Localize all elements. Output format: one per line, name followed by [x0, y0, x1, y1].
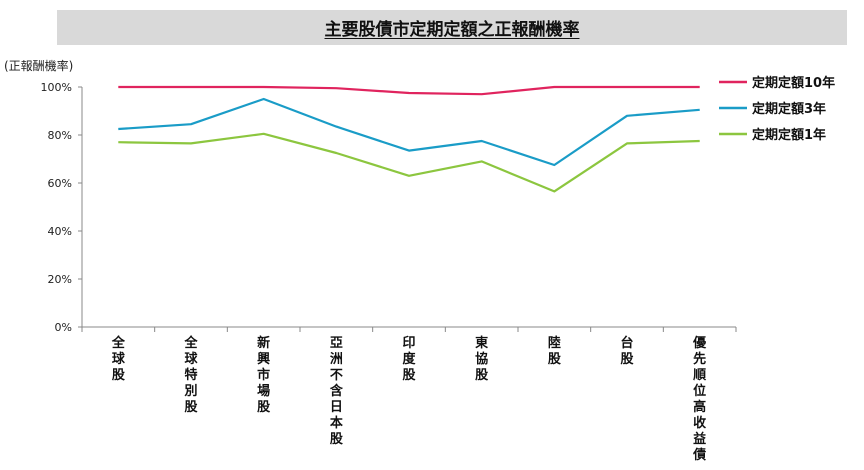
y-tick-label: 40% [48, 225, 72, 238]
chart-title-bar: 主要股債市定期定額之正報酬機率 [57, 10, 847, 45]
x-tick-label: 新興市場股 [257, 335, 270, 415]
series-line [118, 132, 700, 193]
legend-label: 定期定額10年 [751, 75, 835, 91]
series-lines [118, 85, 700, 193]
y-tick-label: 20% [48, 273, 72, 286]
series-line [118, 85, 700, 96]
chart-title: 主要股債市定期定額之正報酬機率 [324, 20, 580, 40]
y-axis-label: (正報酬機率) [4, 58, 73, 73]
x-tick-label: 印度股 [402, 336, 416, 383]
x-tick-label: 台股 [620, 335, 633, 367]
x-tick-label: 陸股 [548, 335, 561, 367]
x-tick-label: 全球特別股 [183, 335, 198, 415]
y-tick-label: 100% [41, 81, 72, 94]
series-line [118, 97, 700, 167]
legend-label: 定期定額1年 [751, 127, 826, 143]
axes: 0% 20% 40% 60% 80% 100% 全球股 全球特別股 新興市場股 亞洲不含日本股 印度… [41, 81, 737, 463]
x-tick-label: 東協股 [475, 335, 488, 383]
y-tick-label: 80% [48, 129, 72, 142]
y-tick-label: 0% [55, 321, 72, 334]
x-tick-label: 亞洲不含日本股 [329, 336, 344, 447]
x-tick-label: 優先順位高收益債 [692, 335, 707, 463]
legend-label: 定期定額3年 [751, 101, 826, 117]
x-tick-label: 全球股 [111, 335, 126, 383]
y-tick-label: 60% [48, 177, 72, 190]
